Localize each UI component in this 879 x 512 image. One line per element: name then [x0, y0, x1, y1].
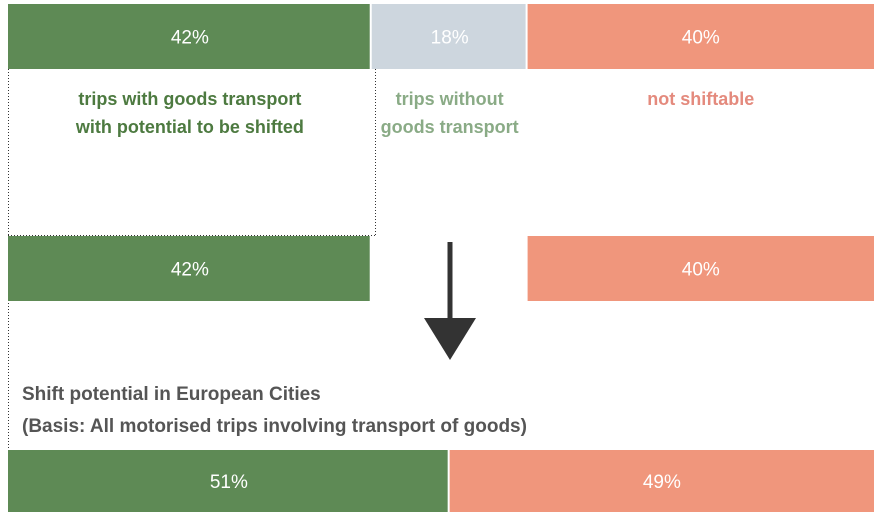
value-label: 40% — [682, 28, 720, 49]
bar-segment — [8, 236, 370, 301]
bar-segment — [8, 450, 448, 512]
legend-label: trips without goods transport — [381, 89, 519, 137]
bar-segment — [8, 4, 370, 69]
chart-title: Shift potential in European Cities — [22, 384, 321, 405]
bar-segment — [371, 4, 526, 69]
bar-segment — [527, 4, 874, 69]
value-label: 49% — [643, 472, 681, 493]
bar-segment — [449, 450, 874, 512]
arrow-head — [424, 318, 476, 360]
value-label: 18% — [431, 28, 469, 49]
chart-subtitle: (Basis: All motorised trips involving tr… — [22, 416, 527, 437]
value-label: 40% — [682, 260, 720, 281]
bar-segment — [527, 236, 874, 301]
legend-label: trips with goods transport with potential… — [75, 89, 304, 137]
value-label: 42% — [171, 260, 209, 281]
value-label: 42% — [171, 28, 209, 49]
value-label: 51% — [210, 472, 248, 493]
legend-label: not shiftable — [647, 89, 754, 109]
